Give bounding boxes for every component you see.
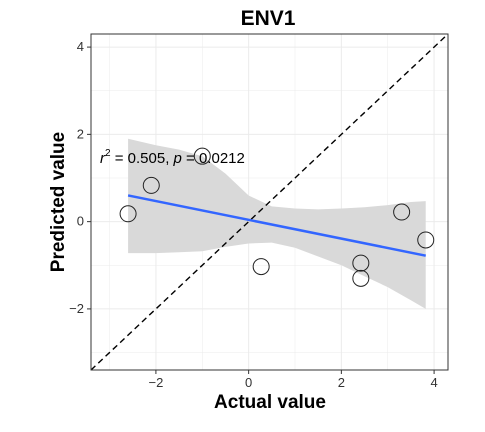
r2-value: = 0.505, <box>111 150 174 167</box>
x-tick-label: 0 <box>245 375 252 390</box>
x-tick-label: 2 <box>338 375 345 390</box>
y-tick-label: −2 <box>69 301 84 316</box>
x-tick-label: 4 <box>430 375 437 390</box>
confidence-band <box>128 138 426 309</box>
data-point <box>142 176 160 194</box>
data-point <box>417 231 435 249</box>
stats-annotation: r2 = 0.505, p = 0.0212 <box>100 148 245 167</box>
data-point <box>252 258 270 276</box>
r2-exponent: 2 <box>105 148 111 159</box>
panel-border <box>90 33 449 371</box>
data-point <box>352 269 370 287</box>
y-axis-title: Predicted value <box>48 132 69 272</box>
regression-line <box>127 194 426 257</box>
y-tick-label: 2 <box>77 126 84 141</box>
y-tick-label: 4 <box>77 39 84 54</box>
p-symbol: p <box>173 150 182 167</box>
y-axis-ticks: −2 0 2 4 <box>69 39 91 316</box>
data-points <box>119 147 435 287</box>
data-point <box>393 203 411 221</box>
x-axis-ticks: −2 0 2 4 <box>148 370 438 390</box>
data-point <box>119 205 137 223</box>
chart-title: ENV1 <box>241 7 296 30</box>
p-value: = 0.0212 <box>182 150 245 167</box>
x-tick-label: −2 <box>148 375 163 390</box>
identity-line <box>90 33 449 371</box>
data-point <box>352 254 370 272</box>
data-point <box>193 147 211 165</box>
r2-symbol: r <box>100 150 106 167</box>
confidence-band-area <box>128 138 426 309</box>
y-tick-label: 0 <box>77 214 84 229</box>
x-axis-title: Actual value <box>214 392 326 413</box>
